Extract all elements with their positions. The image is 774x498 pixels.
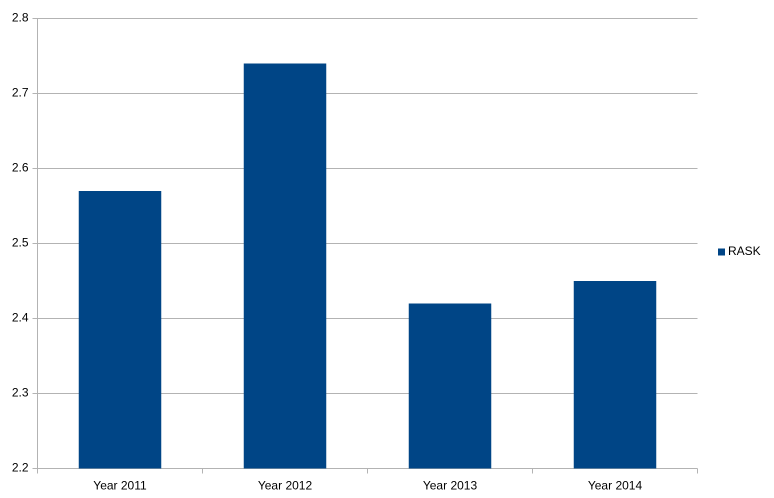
y-tick-label: 2.8: [12, 11, 29, 25]
bar: [408, 303, 492, 469]
legend-label: RASK: [728, 244, 761, 258]
bar: [573, 281, 657, 469]
x-tick-label: Year 2013: [423, 479, 478, 493]
x-tick-label: Year 2012: [258, 479, 313, 493]
x-tick-label: Year 2014: [588, 479, 643, 493]
y-tick-label: 2.7: [12, 86, 29, 100]
bar: [243, 63, 327, 469]
y-tick-label: 2.2: [12, 461, 29, 475]
y-tick-label: 2.3: [12, 386, 29, 400]
legend-swatch: [718, 248, 725, 256]
y-tick-label: 2.4: [12, 311, 29, 325]
y-tick-label: 2.6: [12, 161, 29, 175]
x-tick-label: Year 2011: [93, 479, 147, 493]
y-tick-label: 2.5: [12, 236, 29, 250]
bar: [78, 191, 162, 469]
